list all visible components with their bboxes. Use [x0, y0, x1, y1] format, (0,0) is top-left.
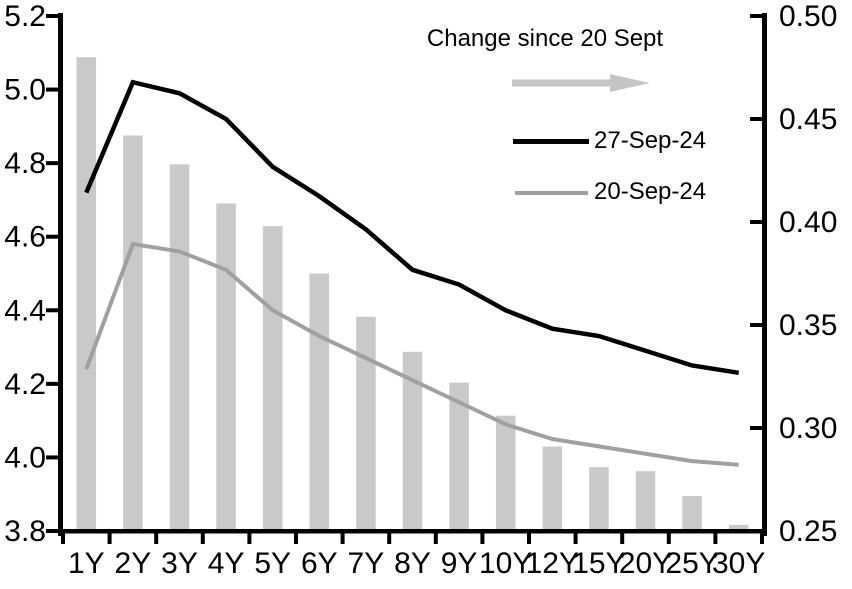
right-axis-tick-label: 0.35 [779, 309, 837, 342]
left-axis-tick [46, 455, 58, 460]
left-axis-line [58, 13, 63, 536]
right-axis-line [762, 13, 767, 536]
left-axis-tick [46, 529, 58, 533]
left-axis-tick-label: 4.0 [4, 441, 46, 474]
x-axis-tick [61, 531, 65, 544]
x-axis-category-label: 20Y [619, 547, 672, 580]
bar-change-1Y [76, 57, 97, 530]
right-axis-tick-label: 0.50 [779, 0, 837, 33]
x-axis-tick [107, 531, 112, 544]
x-axis-line [58, 529, 767, 534]
bar-change-30Y [728, 524, 749, 530]
x-axis-tick [200, 531, 205, 544]
change-direction-indicator [512, 72, 650, 94]
bar-change-8Y [402, 351, 423, 530]
bar-change-5Y [262, 226, 283, 530]
right-axis-tick [750, 117, 762, 121]
left-axis-tick-label: 4.6 [4, 221, 46, 254]
x-axis-tick [294, 531, 298, 544]
right-axis-tick-label: 0.25 [779, 515, 837, 548]
right-axis-tick [750, 220, 762, 224]
bar-change-25Y [682, 495, 702, 530]
left-axis-tick-label: 4.2 [4, 368, 46, 401]
x-axis-category-label: 1Y [68, 547, 105, 580]
series-line-20-sep-24 [84, 241, 739, 467]
bar-change-20Y [635, 471, 656, 530]
bar-change-9Y [449, 382, 469, 530]
x-axis-tick [433, 531, 438, 544]
x-axis-category-label: 4Y [208, 547, 245, 580]
legend-line-swatch-20-sep [515, 191, 588, 195]
x-axis-tick [247, 531, 252, 544]
left-axis-tick [46, 234, 58, 239]
left-axis-tick-label: 4.8 [4, 147, 46, 180]
right-axis-tick-label: 0.30 [779, 412, 837, 445]
x-axis-tick [527, 531, 531, 544]
bar-change-10Y [495, 415, 516, 530]
right-axis-tick [750, 14, 762, 18]
x-axis-category-label: 7Y [348, 547, 385, 580]
right-axis-tick-label: 0.45 [779, 103, 837, 136]
right-axis-tick [750, 529, 762, 533]
bar-change-6Y [309, 273, 330, 530]
left-axis-tick-label: 3.8 [4, 515, 46, 548]
bar-change-7Y [356, 316, 376, 530]
x-axis-category-label: 12Y [526, 547, 579, 580]
x-axis-category-label: 30Y [712, 547, 765, 580]
bar-change-2Y [123, 135, 143, 531]
x-axis-category-label: 25Y [665, 547, 718, 580]
left-axis-tick [46, 14, 58, 18]
bar-change-12Y [542, 446, 563, 530]
right-axis-tick [750, 323, 762, 327]
left-axis-tick [46, 381, 58, 386]
x-axis-category-label: 6Y [301, 547, 338, 580]
x-axis-tick [154, 531, 159, 544]
x-axis-category-label: 10Y [479, 547, 532, 580]
x-axis-category-label: 8Y [394, 547, 431, 580]
x-axis-category-label: 15Y [572, 547, 625, 580]
x-axis-tick [666, 531, 671, 544]
x-axis-tick [387, 531, 392, 544]
x-axis-tick [480, 531, 485, 544]
legend-title: Change since 20 Sept [426, 25, 664, 52]
bar-change-3Y [169, 164, 190, 530]
left-axis-tick-label: 5.0 [4, 74, 46, 107]
x-axis-category-label: 2Y [115, 547, 152, 580]
x-axis-tick [760, 531, 764, 544]
x-axis-tick [340, 531, 345, 544]
left-axis-tick [46, 161, 58, 166]
bar-change-4Y [216, 203, 236, 530]
right-axis-tick-label: 0.40 [779, 206, 837, 239]
x-axis-tick [713, 531, 718, 544]
bar-change-15Y [589, 467, 609, 530]
left-axis-tick [46, 308, 58, 313]
x-axis-tick [620, 531, 625, 544]
x-axis-category-label: 9Y [441, 547, 478, 580]
x-axis-category-label: 3Y [161, 547, 198, 580]
x-axis-tick [573, 531, 578, 544]
left-axis-tick-label: 5.2 [4, 0, 46, 33]
left-axis-tick-label: 4.4 [4, 294, 46, 327]
legend-line-swatch-27-sep [513, 139, 589, 144]
series-line-27-sep-24 [84, 79, 740, 376]
right-arrow-icon [512, 74, 650, 92]
left-axis-tick [46, 87, 58, 92]
x-axis-category-label: 5Y [254, 547, 291, 580]
legend-item-20-sep: 20-Sep-24 [594, 178, 707, 205]
legend-item-27-sep: 27-Sep-24 [594, 127, 707, 154]
right-axis-tick [750, 426, 762, 430]
